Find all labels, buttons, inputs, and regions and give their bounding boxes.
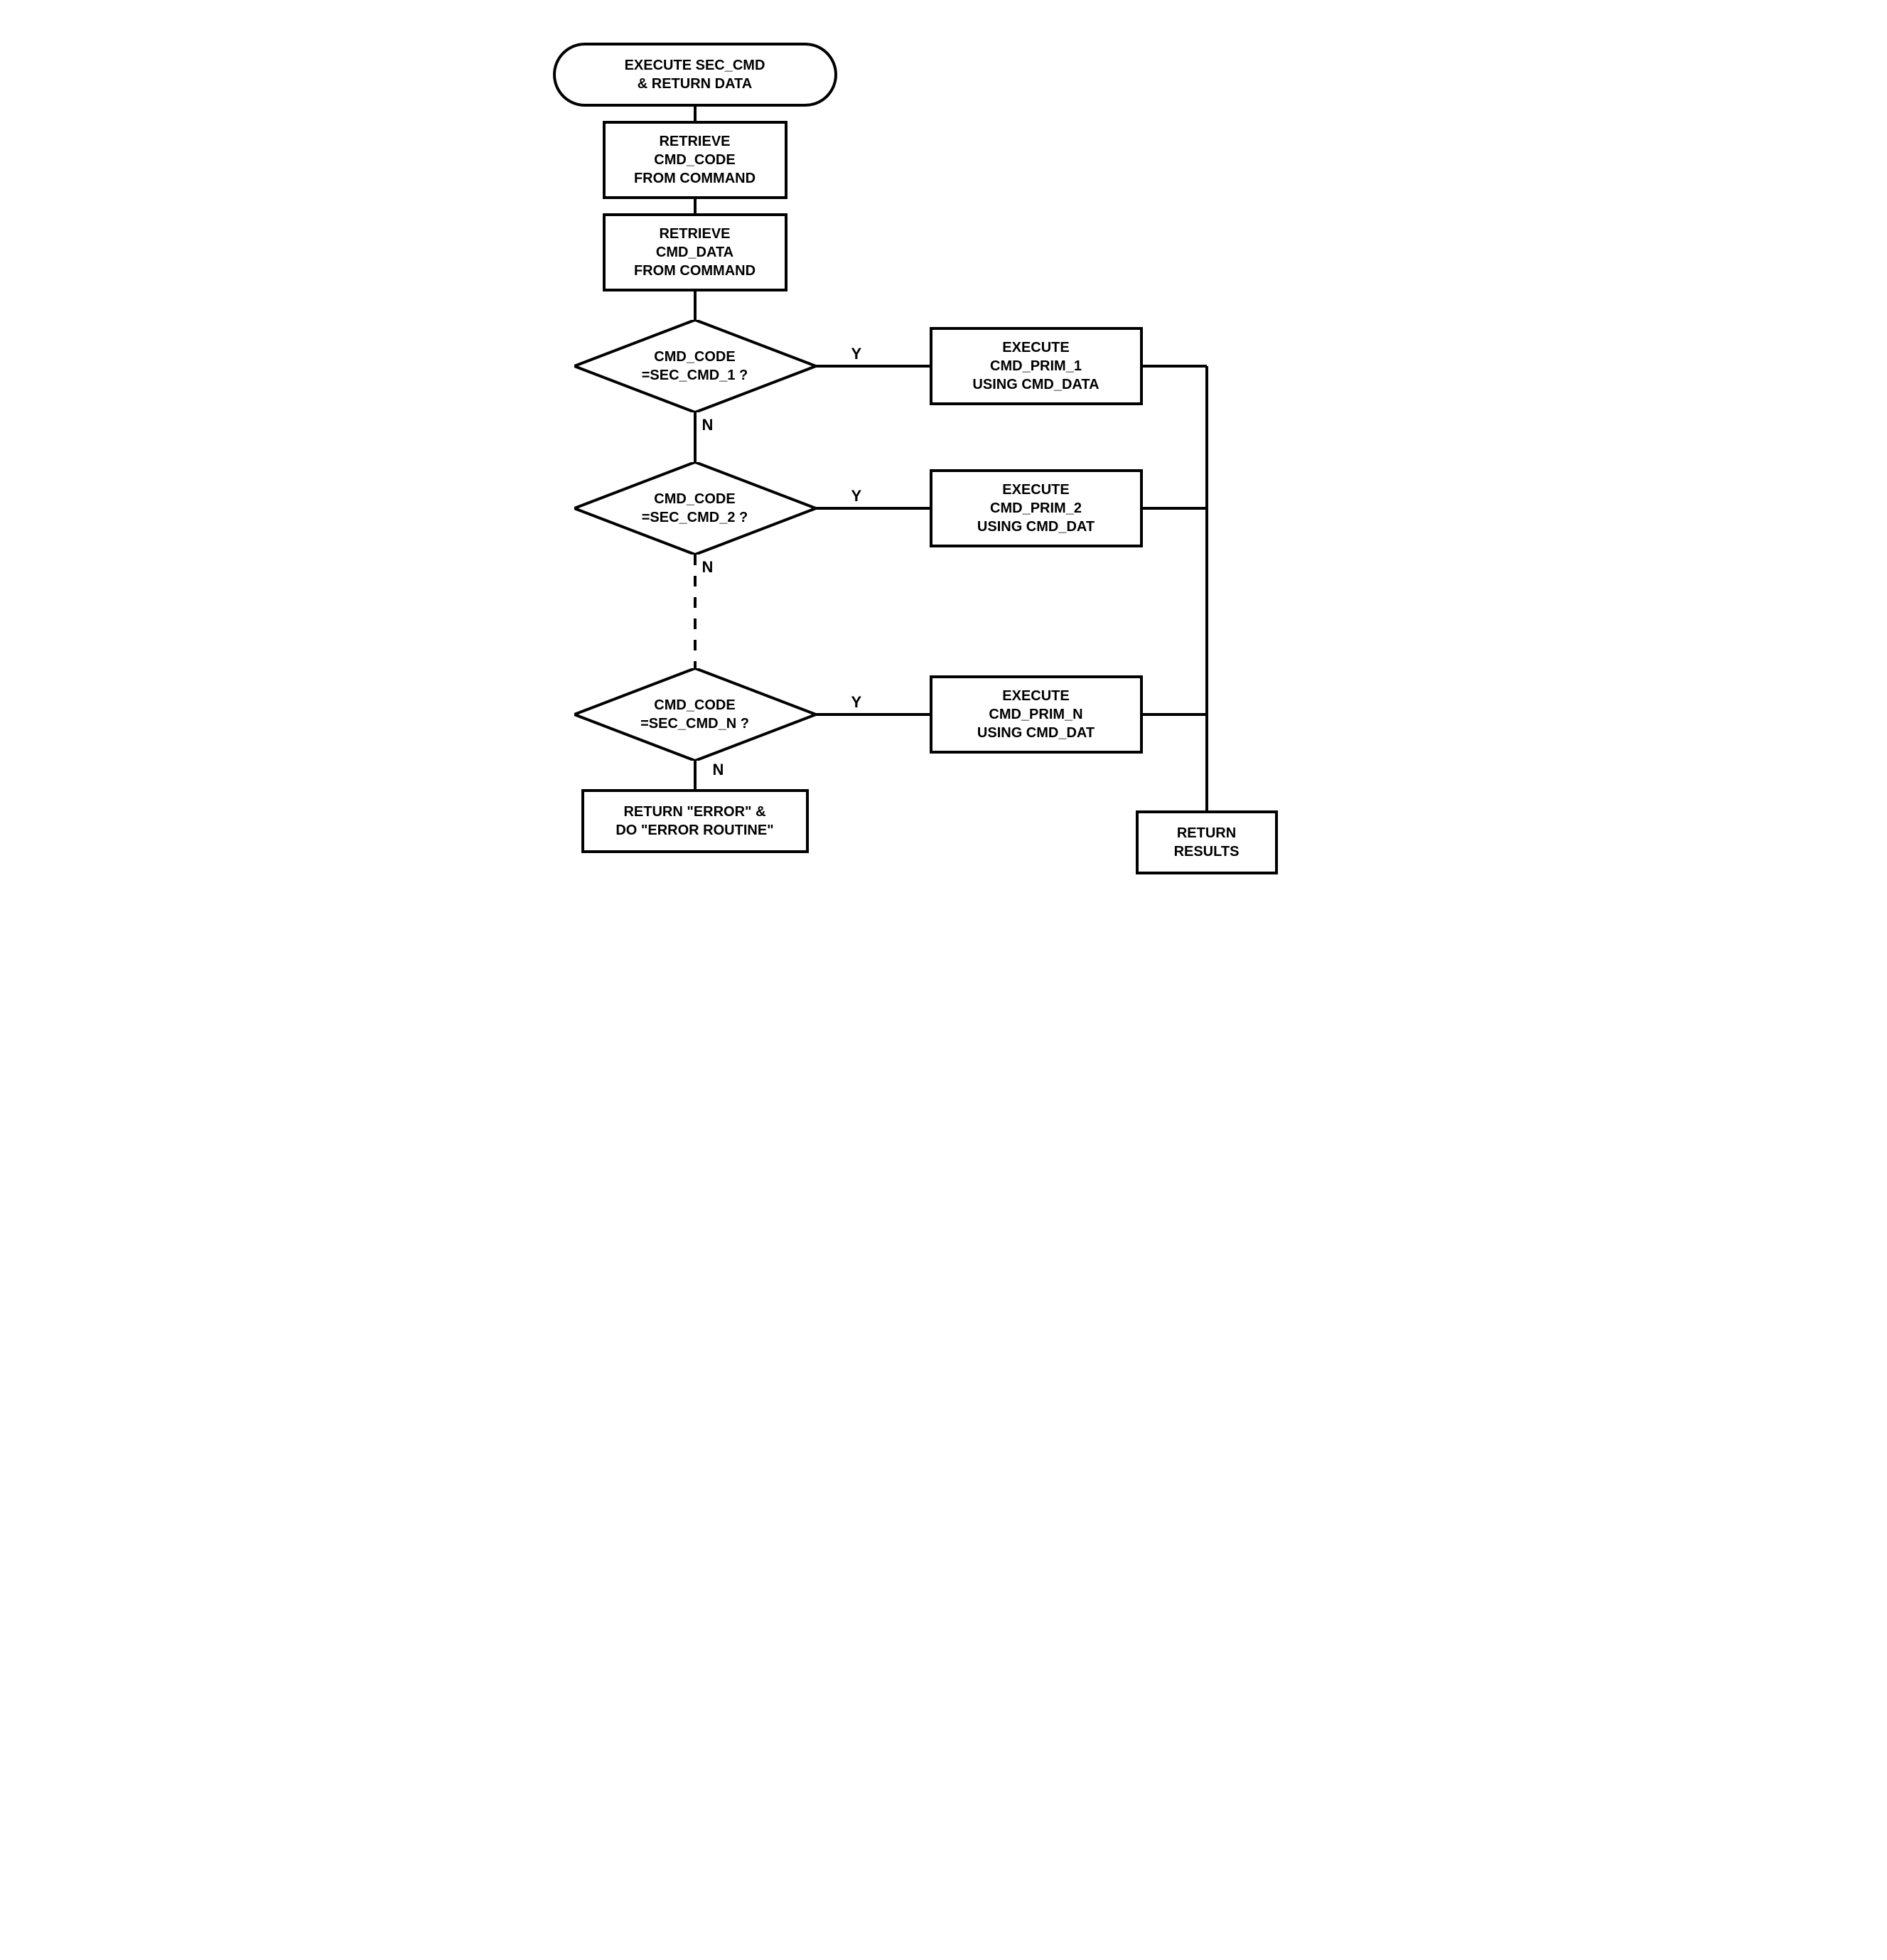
label-nn: N	[713, 761, 724, 779]
decision-2-text: CMD_CODE =SEC_CMD_2 ?	[642, 490, 748, 527]
flowchart-container: EXECUTE SEC_CMD & RETURN DATA RETRIEVE C…	[517, 28, 1370, 938]
retrieve-code-process: RETRIEVE CMD_CODE FROM COMMAND	[603, 121, 787, 199]
label-n2: N	[702, 558, 714, 577]
decision-n: CMD_CODE =SEC_CMD_N ?	[574, 668, 816, 761]
label-yn: Y	[851, 693, 862, 712]
start-terminator: EXECUTE SEC_CMD & RETURN DATA	[553, 43, 837, 107]
return-results-process: RETURN RESULTS	[1136, 810, 1278, 874]
retrieve-data-process: RETRIEVE CMD_DATA FROM COMMAND	[603, 213, 787, 291]
exec-2-process: EXECUTE CMD_PRIM_2 USING CMD_DAT	[930, 469, 1143, 547]
error-process: RETURN "ERROR" & DO "ERROR ROUTINE"	[581, 789, 809, 853]
decision-1-text: CMD_CODE =SEC_CMD_1 ?	[642, 348, 748, 385]
label-y1: Y	[851, 345, 862, 363]
exec-1-process: EXECUTE CMD_PRIM_1 USING CMD_DATA	[930, 327, 1143, 405]
decision-1: CMD_CODE =SEC_CMD_1 ?	[574, 320, 816, 412]
label-y2: Y	[851, 487, 862, 505]
exec-n-process: EXECUTE CMD_PRIM_N USING CMD_DAT	[930, 675, 1143, 754]
decision-2: CMD_CODE =SEC_CMD_2 ?	[574, 462, 816, 555]
label-n1: N	[702, 416, 714, 434]
decision-n-text: CMD_CODE =SEC_CMD_N ?	[640, 696, 749, 733]
